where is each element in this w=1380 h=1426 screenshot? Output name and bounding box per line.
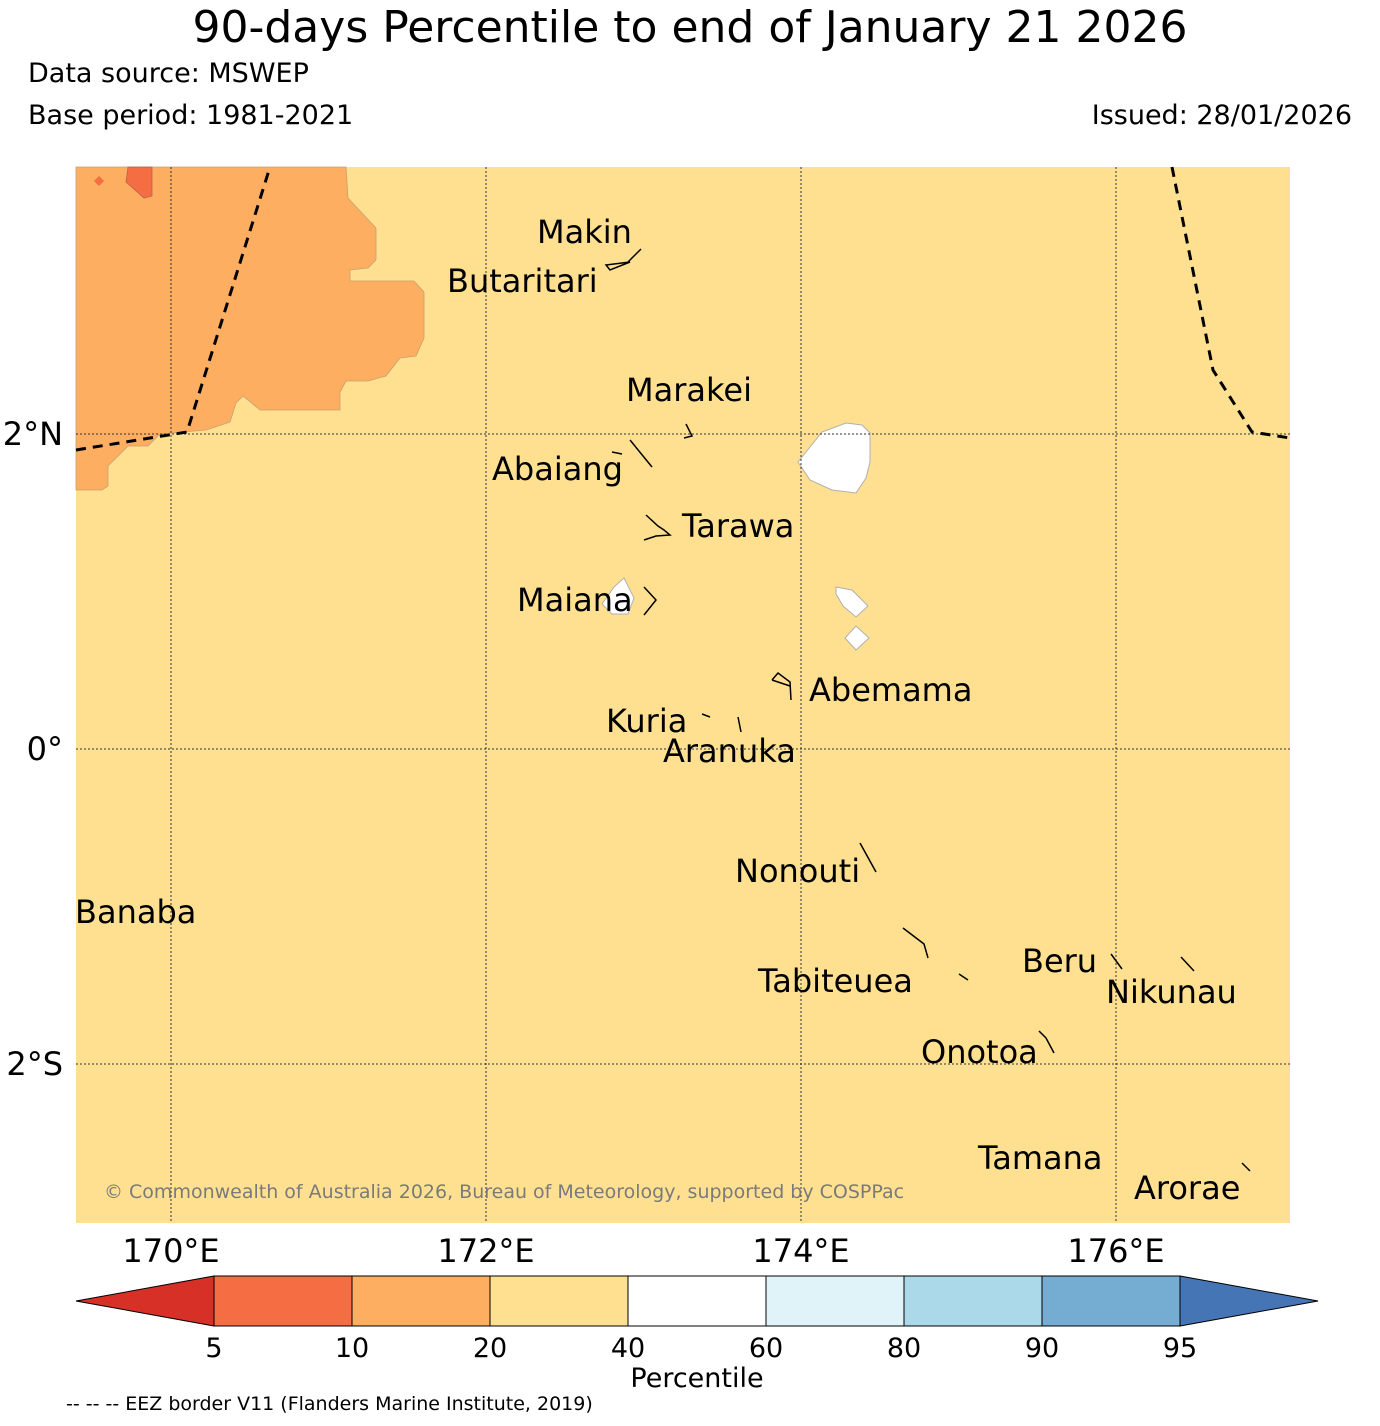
island-label-butaritari: Butaritari bbox=[447, 262, 598, 300]
island-nikunau-shape bbox=[1180, 956, 1195, 972]
colorbar-tick-5: 5 bbox=[205, 1333, 222, 1364]
percentile-region-40-60-d bbox=[601, 577, 635, 615]
island-label-makin: Makin bbox=[537, 213, 632, 251]
lon-label-174: 174°E bbox=[752, 1232, 849, 1270]
island-label-nikunau: Nikunau bbox=[1106, 973, 1237, 1011]
colorbar: 5 10 20 40 60 80 90 95 Percentile bbox=[75, 1275, 1319, 1394]
eez-border-west bbox=[75, 166, 272, 452]
lat-label-2s: 2°S bbox=[6, 1045, 63, 1083]
percentile-region-5-10-dot bbox=[94, 176, 104, 186]
colorbar-segment-90-95 bbox=[1041, 1275, 1181, 1327]
island-beru-shape bbox=[1110, 953, 1123, 970]
percentile-region-10-20 bbox=[75, 166, 425, 491]
colorbar-segment-10-20 bbox=[351, 1275, 491, 1327]
island-kuria-shape bbox=[701, 713, 711, 718]
island-aranuka-shape bbox=[737, 716, 742, 733]
colorbar-tick-40: 40 bbox=[611, 1333, 645, 1364]
lat-label-0: 0° bbox=[27, 730, 63, 768]
issued-date-label: Issued: 28/01/2026 bbox=[1091, 100, 1352, 131]
island-abaiang-shape bbox=[611, 439, 653, 468]
colorbar-title: Percentile bbox=[630, 1363, 763, 1394]
percentile-region-40-60-c bbox=[844, 625, 870, 651]
colorbar-tick-95: 95 bbox=[1163, 1333, 1197, 1364]
island-label-tamana: Tamana bbox=[977, 1139, 1103, 1177]
longitude-labels: 170°E 172°E 174°E 176°E bbox=[122, 1232, 1164, 1270]
island-outlines bbox=[604, 248, 1251, 1172]
eez-borders bbox=[75, 166, 1291, 452]
colorbar-segment-20-40 bbox=[489, 1275, 629, 1327]
data-source-label: Data source: MSWEP bbox=[28, 58, 309, 89]
graticule bbox=[76, 167, 1290, 1223]
island-label-abemama: Abemama bbox=[809, 671, 972, 709]
island-label-maiana: Maiana bbox=[517, 581, 633, 619]
island-label-nonouti: Nonouti bbox=[735, 852, 860, 890]
eez-border-note: -- -- -- EEZ border V11 (Flanders Marine… bbox=[66, 1393, 593, 1415]
island-tarawa-shape bbox=[643, 514, 672, 541]
percentile-region-40-60-a bbox=[797, 422, 871, 494]
colorbar-tick-60: 60 bbox=[749, 1333, 783, 1364]
island-label-tarawa: Tarawa bbox=[681, 507, 794, 545]
island-labels: Makin Butaritari Marakei Abaiang Tarawa … bbox=[75, 213, 1240, 1207]
percentile-region-5-10 bbox=[125, 166, 153, 199]
percentile-region-40-60-b bbox=[835, 586, 869, 618]
island-arorae-shape bbox=[1241, 1162, 1251, 1172]
island-label-tabiteuea: Tabiteuea bbox=[757, 962, 913, 1000]
colorbar-tick-10: 10 bbox=[335, 1333, 369, 1364]
colorbar-tick-90: 90 bbox=[1025, 1333, 1059, 1364]
lon-label-172: 172°E bbox=[437, 1232, 534, 1270]
colorbar-segment-5-10 bbox=[213, 1275, 353, 1327]
island-label-abaiang: Abaiang bbox=[492, 450, 623, 488]
copyright-notice: © Commonwealth of Australia 2026, Bureau… bbox=[104, 1181, 904, 1203]
lon-label-170: 170°E bbox=[122, 1232, 219, 1270]
lon-label-176: 176°E bbox=[1067, 1232, 1164, 1270]
colorbar-segment-80-90 bbox=[903, 1275, 1043, 1327]
base-period-label: Base period: 1981-2021 bbox=[28, 100, 354, 131]
island-marakei-shape bbox=[683, 423, 694, 439]
island-label-onotoa: Onotoa bbox=[921, 1033, 1038, 1071]
map-title: 90-days Percentile to end of January 21 … bbox=[192, 2, 1188, 53]
island-nonouti-shape bbox=[859, 842, 877, 873]
island-label-aranuka: Aranuka bbox=[663, 732, 796, 770]
island-label-banaba: Banaba bbox=[75, 893, 196, 931]
colorbar-tick-80: 80 bbox=[887, 1333, 921, 1364]
island-tabiteuea-shape bbox=[902, 927, 969, 981]
island-label-beru: Beru bbox=[1022, 942, 1097, 980]
island-abemama-shape bbox=[771, 671, 792, 701]
latitude-labels: 2°N 0° 2°S bbox=[3, 415, 63, 1083]
island-label-marakei: Marakei bbox=[626, 371, 752, 409]
colorbar-segment-40-60 bbox=[627, 1275, 767, 1327]
colorbar-tick-20: 20 bbox=[473, 1333, 507, 1364]
lat-label-2n: 2°N bbox=[3, 415, 63, 453]
island-butaritari-shape bbox=[604, 248, 642, 271]
island-label-arorae: Arorae bbox=[1134, 1169, 1240, 1207]
eez-border-east bbox=[1170, 166, 1291, 440]
colorbar-segment-above-95 bbox=[1179, 1275, 1319, 1327]
colorbar-segment-below-5 bbox=[75, 1275, 215, 1327]
colorbar-segment-60-80 bbox=[765, 1275, 905, 1327]
island-onotoa-shape bbox=[1038, 1030, 1055, 1054]
island-label-kuria: Kuria bbox=[606, 702, 687, 740]
island-maiana-shape bbox=[643, 586, 657, 616]
